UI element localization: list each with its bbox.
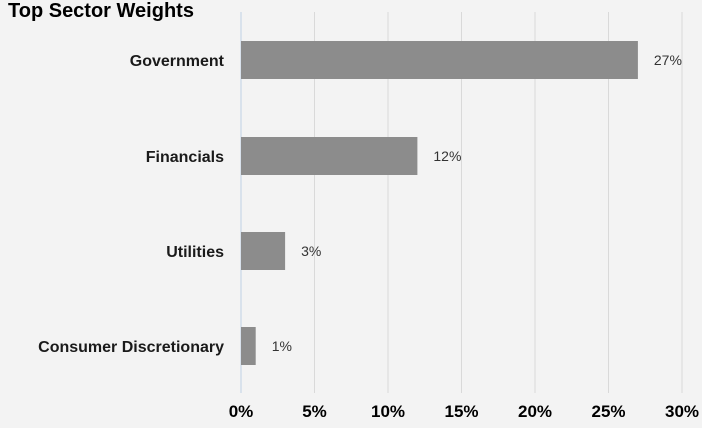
bars [241,41,638,365]
labels: 0% 5% 10% 15% 20% 25% 30% Government 27% Financia… [38,52,699,421]
bar [241,232,286,270]
x-tick-label: 10% [371,402,405,421]
x-tick-label: 20% [518,402,552,421]
data-label: 27% [654,52,682,68]
chart-title: Top Sector Weights [8,0,194,22]
x-tick-label: 5% [302,402,327,421]
bar [241,327,256,365]
category-label: Government [130,53,225,70]
x-tick-label: 30% [665,402,699,421]
x-tick-label: 15% [444,402,478,421]
bar [241,137,418,175]
category-label: Utilities [166,244,224,261]
category-label: Consumer Discretionary [38,339,224,356]
category-label: Financials [146,149,224,166]
data-label: 3% [301,243,321,259]
x-tick-label: 0% [229,402,254,421]
x-tick-label: 25% [591,402,625,421]
bar [241,41,638,79]
data-label: 1% [272,338,292,354]
data-label: 12% [433,148,461,164]
